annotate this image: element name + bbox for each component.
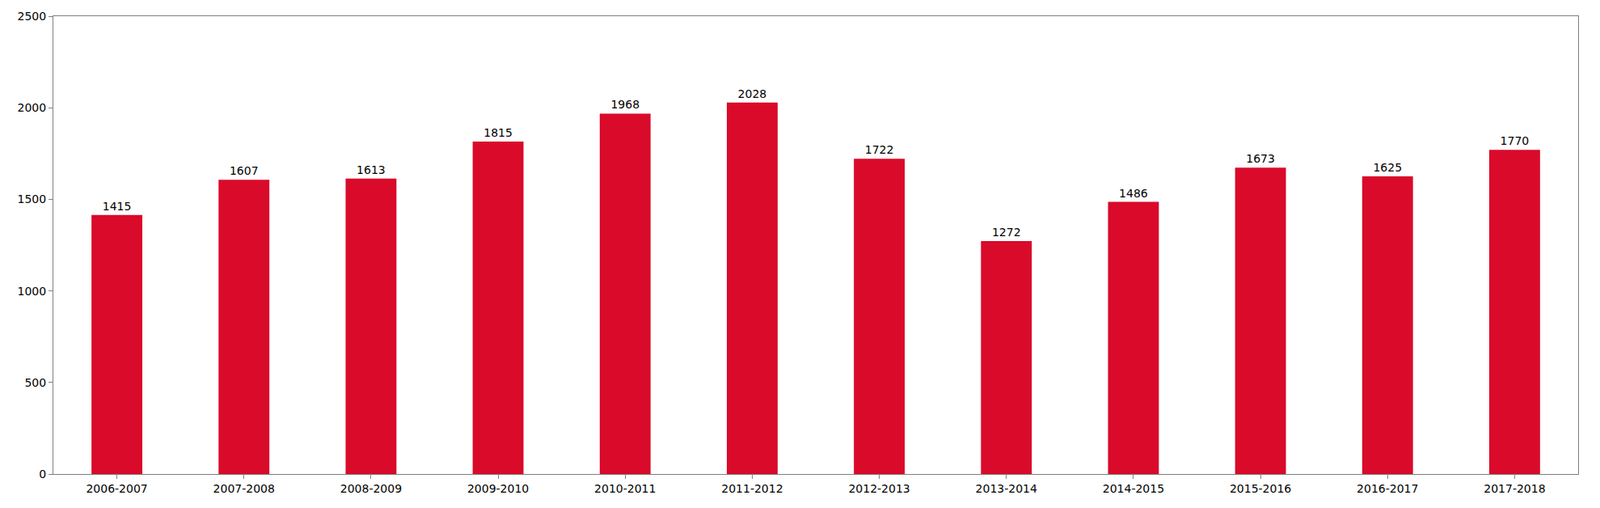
svg-text:2008-2009: 2008-2009 — [340, 481, 402, 495]
svg-text:500: 500 — [24, 375, 47, 389]
svg-text:2012-2013: 2012-2013 — [848, 481, 910, 495]
svg-text:2017-2018: 2017-2018 — [1483, 481, 1546, 495]
svg-text:2016-2017: 2016-2017 — [1356, 481, 1419, 495]
svg-text:1613: 1613 — [356, 163, 386, 177]
svg-text:1625: 1625 — [1372, 160, 1402, 174]
svg-text:2500: 2500 — [17, 9, 47, 23]
svg-text:1415: 1415 — [102, 199, 132, 213]
svg-text:2009-2010: 2009-2010 — [467, 481, 529, 495]
svg-text:1272: 1272 — [992, 225, 1022, 239]
svg-text:2011-2012: 2011-2012 — [721, 481, 783, 495]
svg-text:1968: 1968 — [610, 97, 640, 111]
svg-text:1770: 1770 — [1500, 134, 1530, 148]
svg-text:2007-2008: 2007-2008 — [213, 481, 275, 495]
svg-text:2010-2011: 2010-2011 — [594, 481, 656, 495]
svg-text:1673: 1673 — [1245, 151, 1275, 165]
svg-text:1500: 1500 — [17, 192, 47, 206]
svg-text:2014-2015: 2014-2015 — [1102, 481, 1165, 495]
svg-text:1000: 1000 — [17, 284, 47, 298]
svg-text:1815: 1815 — [483, 126, 513, 140]
svg-text:2006-2007: 2006-2007 — [85, 481, 148, 495]
svg-text:2013-2014: 2013-2014 — [975, 481, 1038, 495]
svg-text:2000: 2000 — [17, 101, 47, 114]
svg-text:2015-2016: 2015-2016 — [1229, 481, 1292, 495]
svg-text:0: 0 — [38, 467, 47, 481]
svg-text:2028: 2028 — [738, 87, 768, 101]
svg-text:1607: 1607 — [229, 164, 259, 178]
svg-text:1486: 1486 — [1118, 186, 1149, 200]
svg-text:1722: 1722 — [865, 143, 895, 157]
